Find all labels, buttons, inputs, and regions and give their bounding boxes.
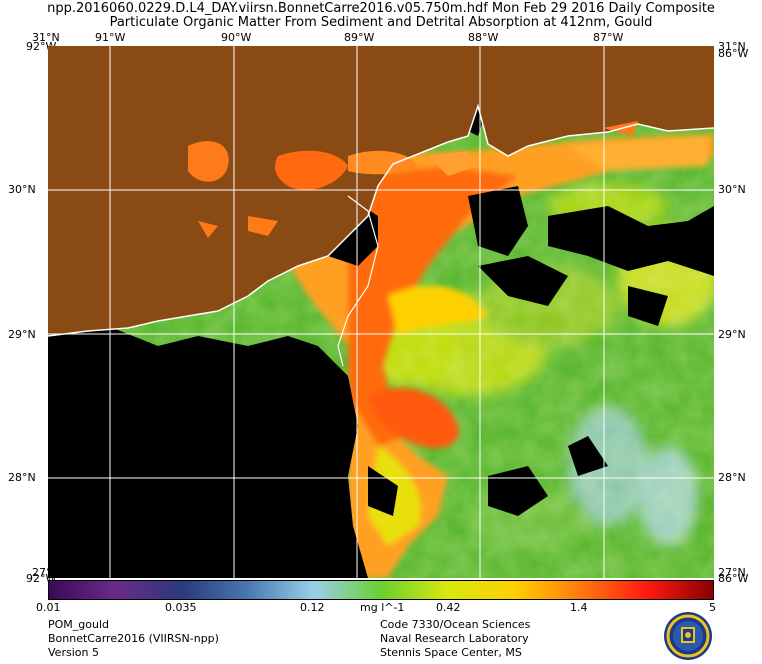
colorbar-tick: 1.4 [570,601,588,614]
lat-tick-right: 30°N [718,183,746,196]
satellite-map [48,46,714,578]
lon-tick-top: 89°W [344,31,375,44]
title-line-1: npp.2016060.0229.D.L4_DAY.viirsn.BonnetC… [47,1,715,16]
footer-right-line: Naval Research Laboratory [380,632,529,645]
colorbar [48,580,714,600]
lat-tick-left: 30°N [8,183,36,196]
colorbar-tick: 0.12 [300,601,325,614]
colorbar-tick: 0.42 [436,601,461,614]
lat-tick-right: 29°N [718,328,746,341]
footer-right-line: Code 7330/Ocean Sciences [380,618,531,631]
land-area [48,46,714,336]
lat-tick-right: 28°N [718,471,746,484]
colorbar-tick: 5 [709,601,716,614]
lon-tick-top: 91°W [95,31,126,44]
corner-top-left-lat: 31°N [32,31,60,44]
footer-left-line: BonnetCarre2016 (VIIRSN-npp) [48,632,219,645]
colorbar-unit: mg l^-1 [360,601,405,614]
title-line-2: Particulate Organic Matter From Sediment… [109,15,653,30]
lon-tick-top: 90°W [221,31,252,44]
lon-tick-top: 88°W [468,31,499,44]
corner-bottom-right-lat: 27°N [718,566,746,579]
colorbar-tick: 0.035 [165,601,197,614]
no-data-region [48,96,714,578]
corner-top-right-lat: 31°N [718,40,746,53]
lat-tick-left: 28°N [8,471,36,484]
coastline [48,103,714,337]
graticule [48,46,714,578]
footer-left-line: Version 5 [48,646,99,659]
corner-top-right-lon: 86°W [718,47,749,60]
colorbar-tick: 0.01 [36,601,61,614]
footer-left-line: POM_gould [48,618,110,631]
footer-right-line: Stennis Space Center, MS [380,646,522,659]
nrl-seal-icon [664,612,712,660]
corner-bottom-right-lon: 86°W [718,572,749,585]
lon-tick-top: 87°W [593,31,624,44]
lat-tick-left: 29°N [8,328,36,341]
